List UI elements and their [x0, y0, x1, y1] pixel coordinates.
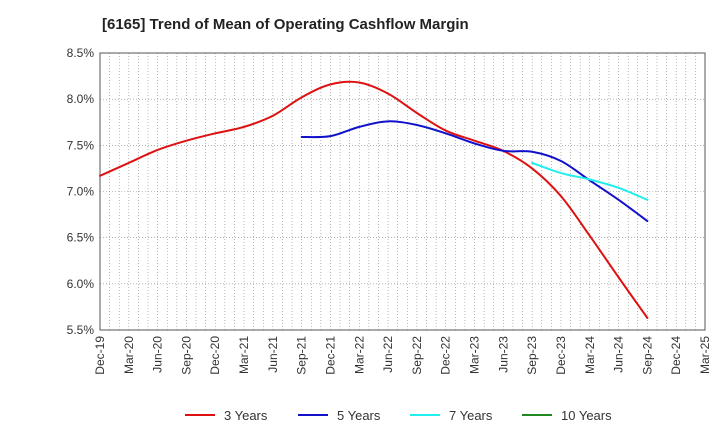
- y-tick-label: 6.5%: [67, 231, 95, 245]
- x-tick-label: Dec-19: [93, 336, 107, 375]
- series-layer: [99, 80, 649, 319]
- x-tick-label: Sep-21: [295, 336, 309, 375]
- x-axis-ticks: Dec-19 Mar-20 Jun-20 Sep-20 Dec-20 Mar-21 Jun-…: [93, 336, 712, 375]
- x-tick-label: Dec-21: [323, 336, 337, 375]
- x-tick-label: Jun-24: [612, 336, 626, 373]
- x-tick-label: Mar-24: [583, 336, 597, 374]
- x-tick-label: Sep-22: [410, 336, 424, 375]
- legend-label: 3 Years: [224, 408, 268, 423]
- x-tick-label: Sep-23: [525, 336, 539, 375]
- grid-layer: [100, 52, 705, 331]
- x-tick-label: Jun-20: [151, 336, 165, 373]
- legend-label: 7 Years: [449, 408, 493, 423]
- x-tick-label: Sep-20: [179, 336, 193, 375]
- legend: 3 Years 5 Years 7 Years 10 Years: [185, 408, 612, 423]
- x-tick-label: Jun-22: [381, 336, 395, 373]
- legend-label: 5 Years: [337, 408, 381, 423]
- y-tick-label: 6.0%: [67, 277, 95, 291]
- x-tick-label: Jun-21: [266, 336, 280, 373]
- x-tick-label: Mar-21: [237, 336, 251, 374]
- y-tick-label: 7.5%: [67, 138, 95, 152]
- x-tick-label: Mar-20: [122, 336, 136, 374]
- x-tick-label: Dec-22: [439, 336, 453, 375]
- series-line-7-years: [531, 161, 649, 201]
- series-line-3-years: [99, 80, 649, 319]
- y-axis-ticks: 8.5% 8.0% 7.5% 7.0% 6.5% 6.0% 5.5%: [67, 46, 95, 337]
- x-tick-label: Sep-24: [640, 336, 654, 375]
- y-tick-label: 7.0%: [67, 185, 95, 199]
- x-tick-label: Mar-23: [468, 336, 482, 374]
- y-tick-label: 8.0%: [67, 92, 95, 106]
- plot-frame: [99, 52, 706, 331]
- x-tick-label: Dec-23: [554, 336, 568, 375]
- x-tick-label: Dec-20: [208, 336, 222, 375]
- y-tick-label: 8.5%: [67, 46, 95, 60]
- legend-label: 10 Years: [561, 408, 612, 423]
- x-tick-label: Mar-25: [698, 336, 712, 374]
- x-tick-label: Jun-23: [496, 336, 510, 373]
- x-tick-label: Dec-24: [669, 336, 683, 375]
- chart-title: [6165] Trend of Mean of Operating Cashfl…: [102, 16, 469, 33]
- x-tick-label: Mar-22: [352, 336, 366, 374]
- y-tick-label: 5.5%: [67, 323, 95, 337]
